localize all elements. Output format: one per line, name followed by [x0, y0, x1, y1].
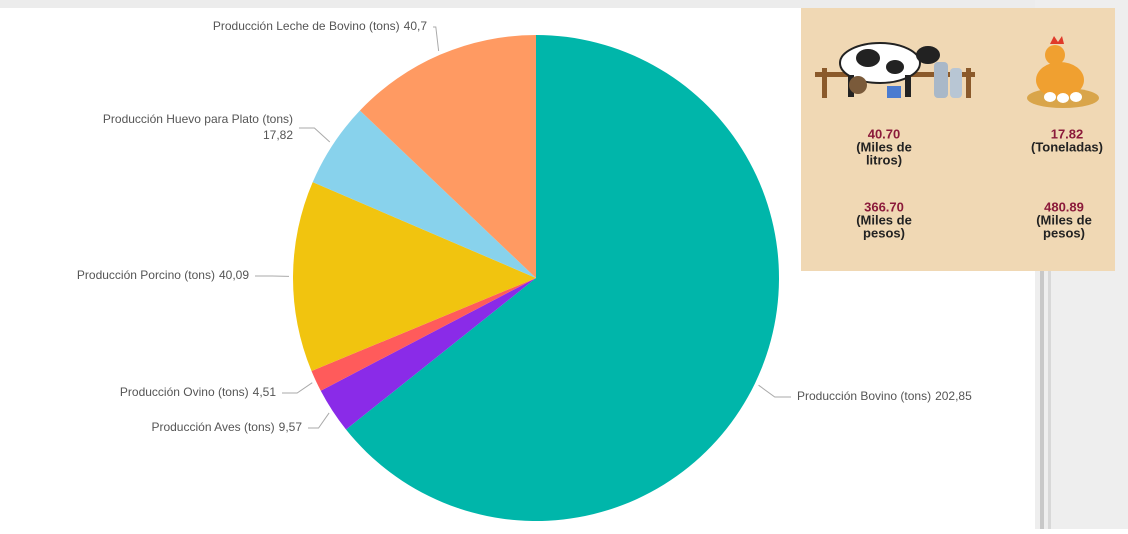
info-unit: litros): [866, 152, 902, 167]
info-unit: (Toneladas): [1031, 139, 1103, 154]
slice-value: 4,51: [253, 385, 277, 399]
info-unit: pesos): [863, 225, 905, 240]
leader-line: [299, 128, 330, 142]
leader-line: [759, 385, 791, 397]
infographic: 40.70(Miles delitros)17.82(Toneladas)366…: [801, 8, 1115, 271]
slice-label: Producción Porcino (tons) 40,09: [77, 268, 249, 282]
slice-value: 202,85: [935, 389, 972, 403]
slice-name: Producción Aves (tons): [151, 420, 274, 434]
info-unit: pesos): [1043, 225, 1085, 240]
slice-label: Producción Aves (tons) 9,57: [151, 420, 302, 434]
slice-value: 17,82: [263, 128, 293, 142]
leader-line: [433, 27, 439, 51]
slice-label: Producción Bovino (tons) 202,85: [797, 389, 972, 403]
leader-line: [308, 413, 329, 428]
slice-name: Producción Porcino (tons): [77, 268, 215, 282]
slice-value: 40,7: [404, 19, 428, 33]
slice-name: Producción Leche de Bovino (tons): [213, 19, 400, 33]
slice-label: Producción Ovino (tons) 4,51: [120, 385, 276, 399]
leader-line: [282, 383, 312, 393]
slice-name: Producción Bovino (tons): [797, 389, 931, 403]
slice-label: Producción Huevo para Plato (tons): [103, 112, 293, 126]
slice-label: Producción Leche de Bovino (tons) 40,7: [213, 19, 427, 33]
top-band: [0, 0, 1128, 8]
slice-value: 40,09: [219, 268, 249, 282]
slice-name: Producción Ovino (tons): [120, 385, 249, 399]
slice-value: 9,57: [279, 420, 303, 434]
